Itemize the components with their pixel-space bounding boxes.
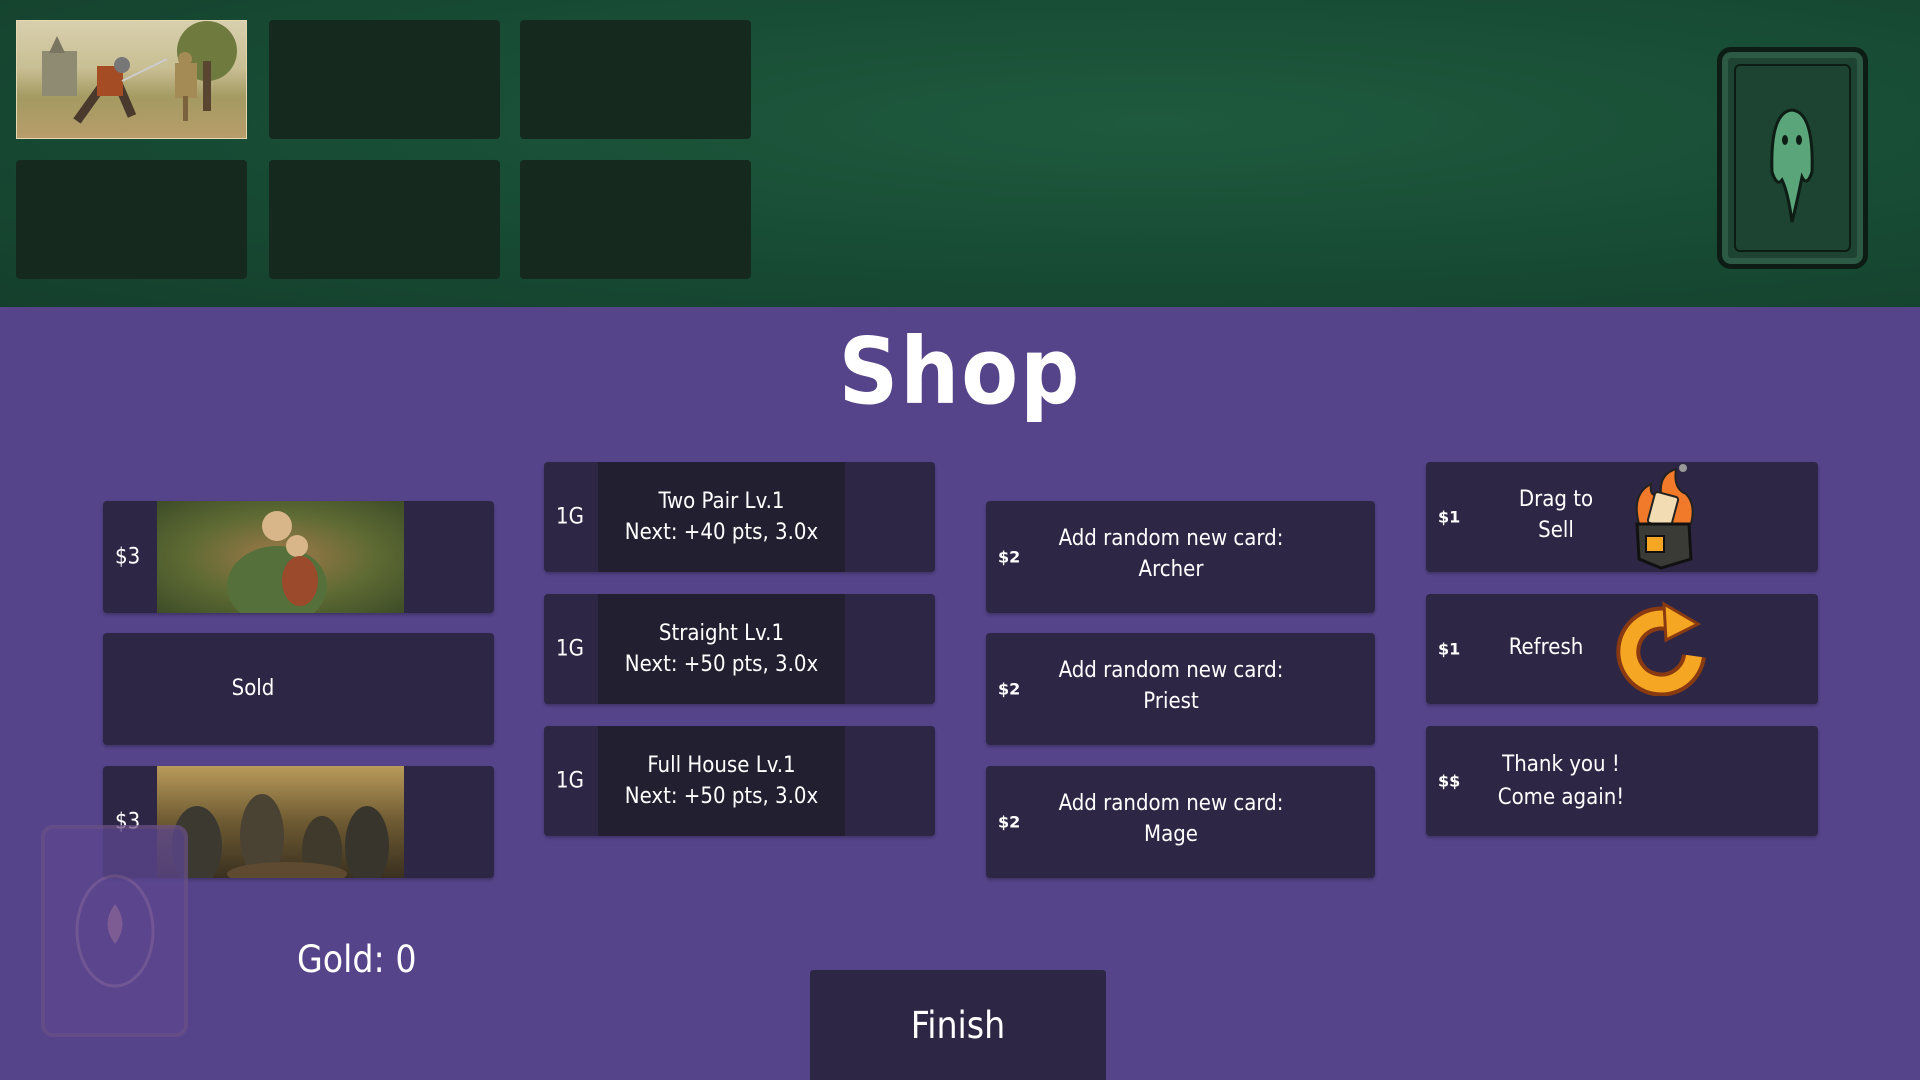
refresh-label: Refresh xyxy=(1508,635,1584,660)
add-card-label: Add random new card: xyxy=(1058,526,1284,551)
upgrade-two-pair[interactable]: 1G Two Pair Lv.1 Next: +40 pts, 3.0x xyxy=(544,462,935,572)
price-label: $1 xyxy=(1438,639,1461,659)
price-label: $$ xyxy=(1438,771,1461,791)
upgrade-info: Full House Lv.1 Next: +50 pts, 3.0x xyxy=(598,726,845,836)
thank-you-panel: $$ Thank you ! Come again! xyxy=(1426,726,1818,836)
thank-you-line1: Thank you ! xyxy=(1502,752,1620,777)
knights-toasting-card-art[interactable] xyxy=(157,766,404,878)
knight-training-card-art[interactable] xyxy=(16,20,247,139)
shop-card-slot-1[interactable]: $3 xyxy=(103,501,494,613)
finish-button[interactable]: Finish xyxy=(810,970,1106,1080)
upgrade-info: Straight Lv.1 Next: +50 pts, 3.0x xyxy=(598,594,845,704)
upgrade-name: Full House Lv.1 xyxy=(647,753,796,778)
price-label: $1 xyxy=(1438,507,1461,527)
add-card-mage[interactable]: $2 Add random new card: Mage xyxy=(986,766,1375,878)
add-card-label: Add random new card: xyxy=(1058,658,1284,683)
board-slot-3[interactable] xyxy=(520,20,751,139)
thank-you-line2: Come again! xyxy=(1497,785,1625,810)
upgrade-name: Straight Lv.1 xyxy=(658,621,785,646)
knights-illustration xyxy=(172,794,389,878)
upgrade-next: Next: +50 pts, 3.0x xyxy=(624,652,819,677)
upgrade-straight[interactable]: 1G Straight Lv.1 Next: +50 pts, 3.0x xyxy=(544,594,935,704)
price-label: $3 xyxy=(115,544,141,570)
deck-border xyxy=(1734,64,1851,252)
price-label: 1G xyxy=(556,768,584,794)
price-label: $2 xyxy=(998,679,1021,699)
page-title: Shop xyxy=(838,318,1082,425)
add-card-label: Add random new card: xyxy=(1058,791,1284,816)
upgrade-full-house[interactable]: 1G Full House Lv.1 Next: +50 pts, 3.0x xyxy=(544,726,935,836)
board-area xyxy=(0,0,1920,307)
price-label: 1G xyxy=(556,504,584,530)
add-card-archer[interactable]: $2 Add random new card: Archer xyxy=(986,501,1375,613)
elf-illustration xyxy=(227,511,327,613)
add-card-class: Priest xyxy=(1143,689,1199,714)
upgrade-next: Next: +40 pts, 3.0x xyxy=(624,520,819,545)
gold-counter: Gold: 0 xyxy=(297,938,417,981)
price-label: 1G xyxy=(556,636,584,662)
sell-label-line2: Sell xyxy=(1538,518,1574,543)
board-slot-6[interactable] xyxy=(520,160,751,279)
draw-pile-card-back[interactable] xyxy=(41,825,188,1037)
elf-mother-card-art[interactable] xyxy=(157,501,404,613)
refresh-button[interactable]: $1 Refresh xyxy=(1426,594,1818,704)
board-slot-1[interactable] xyxy=(16,20,247,139)
upgrade-name: Two Pair Lv.1 xyxy=(658,489,785,514)
add-card-class: Archer xyxy=(1138,557,1204,582)
add-card-class: Mage xyxy=(1144,822,1198,847)
upgrade-next: Next: +50 pts, 3.0x xyxy=(624,784,819,809)
shop-card-slot-2-sold: Sold xyxy=(103,633,494,745)
burning-card-bin-icon xyxy=(1635,464,1694,570)
deck-pile[interactable] xyxy=(1717,47,1868,269)
sell-label-line1: Drag to xyxy=(1518,487,1594,512)
leaf-emblem-icon xyxy=(75,874,155,988)
board-slot-2[interactable] xyxy=(269,20,500,139)
board-slot-5[interactable] xyxy=(269,160,500,279)
ghost-icon xyxy=(1770,108,1814,223)
sell-drop-zone[interactable]: $1 Drag to Sell xyxy=(1426,462,1818,572)
sold-label: Sold xyxy=(231,676,275,701)
knight-training-illustration xyxy=(42,21,237,124)
add-card-priest[interactable]: $2 Add random new card: Priest xyxy=(986,633,1375,745)
price-label: $2 xyxy=(998,547,1021,567)
price-label: $2 xyxy=(998,812,1021,832)
board-slot-4[interactable] xyxy=(16,160,247,279)
refresh-arrow-icon xyxy=(1616,601,1706,696)
upgrade-info: Two Pair Lv.1 Next: +40 pts, 3.0x xyxy=(598,462,845,572)
